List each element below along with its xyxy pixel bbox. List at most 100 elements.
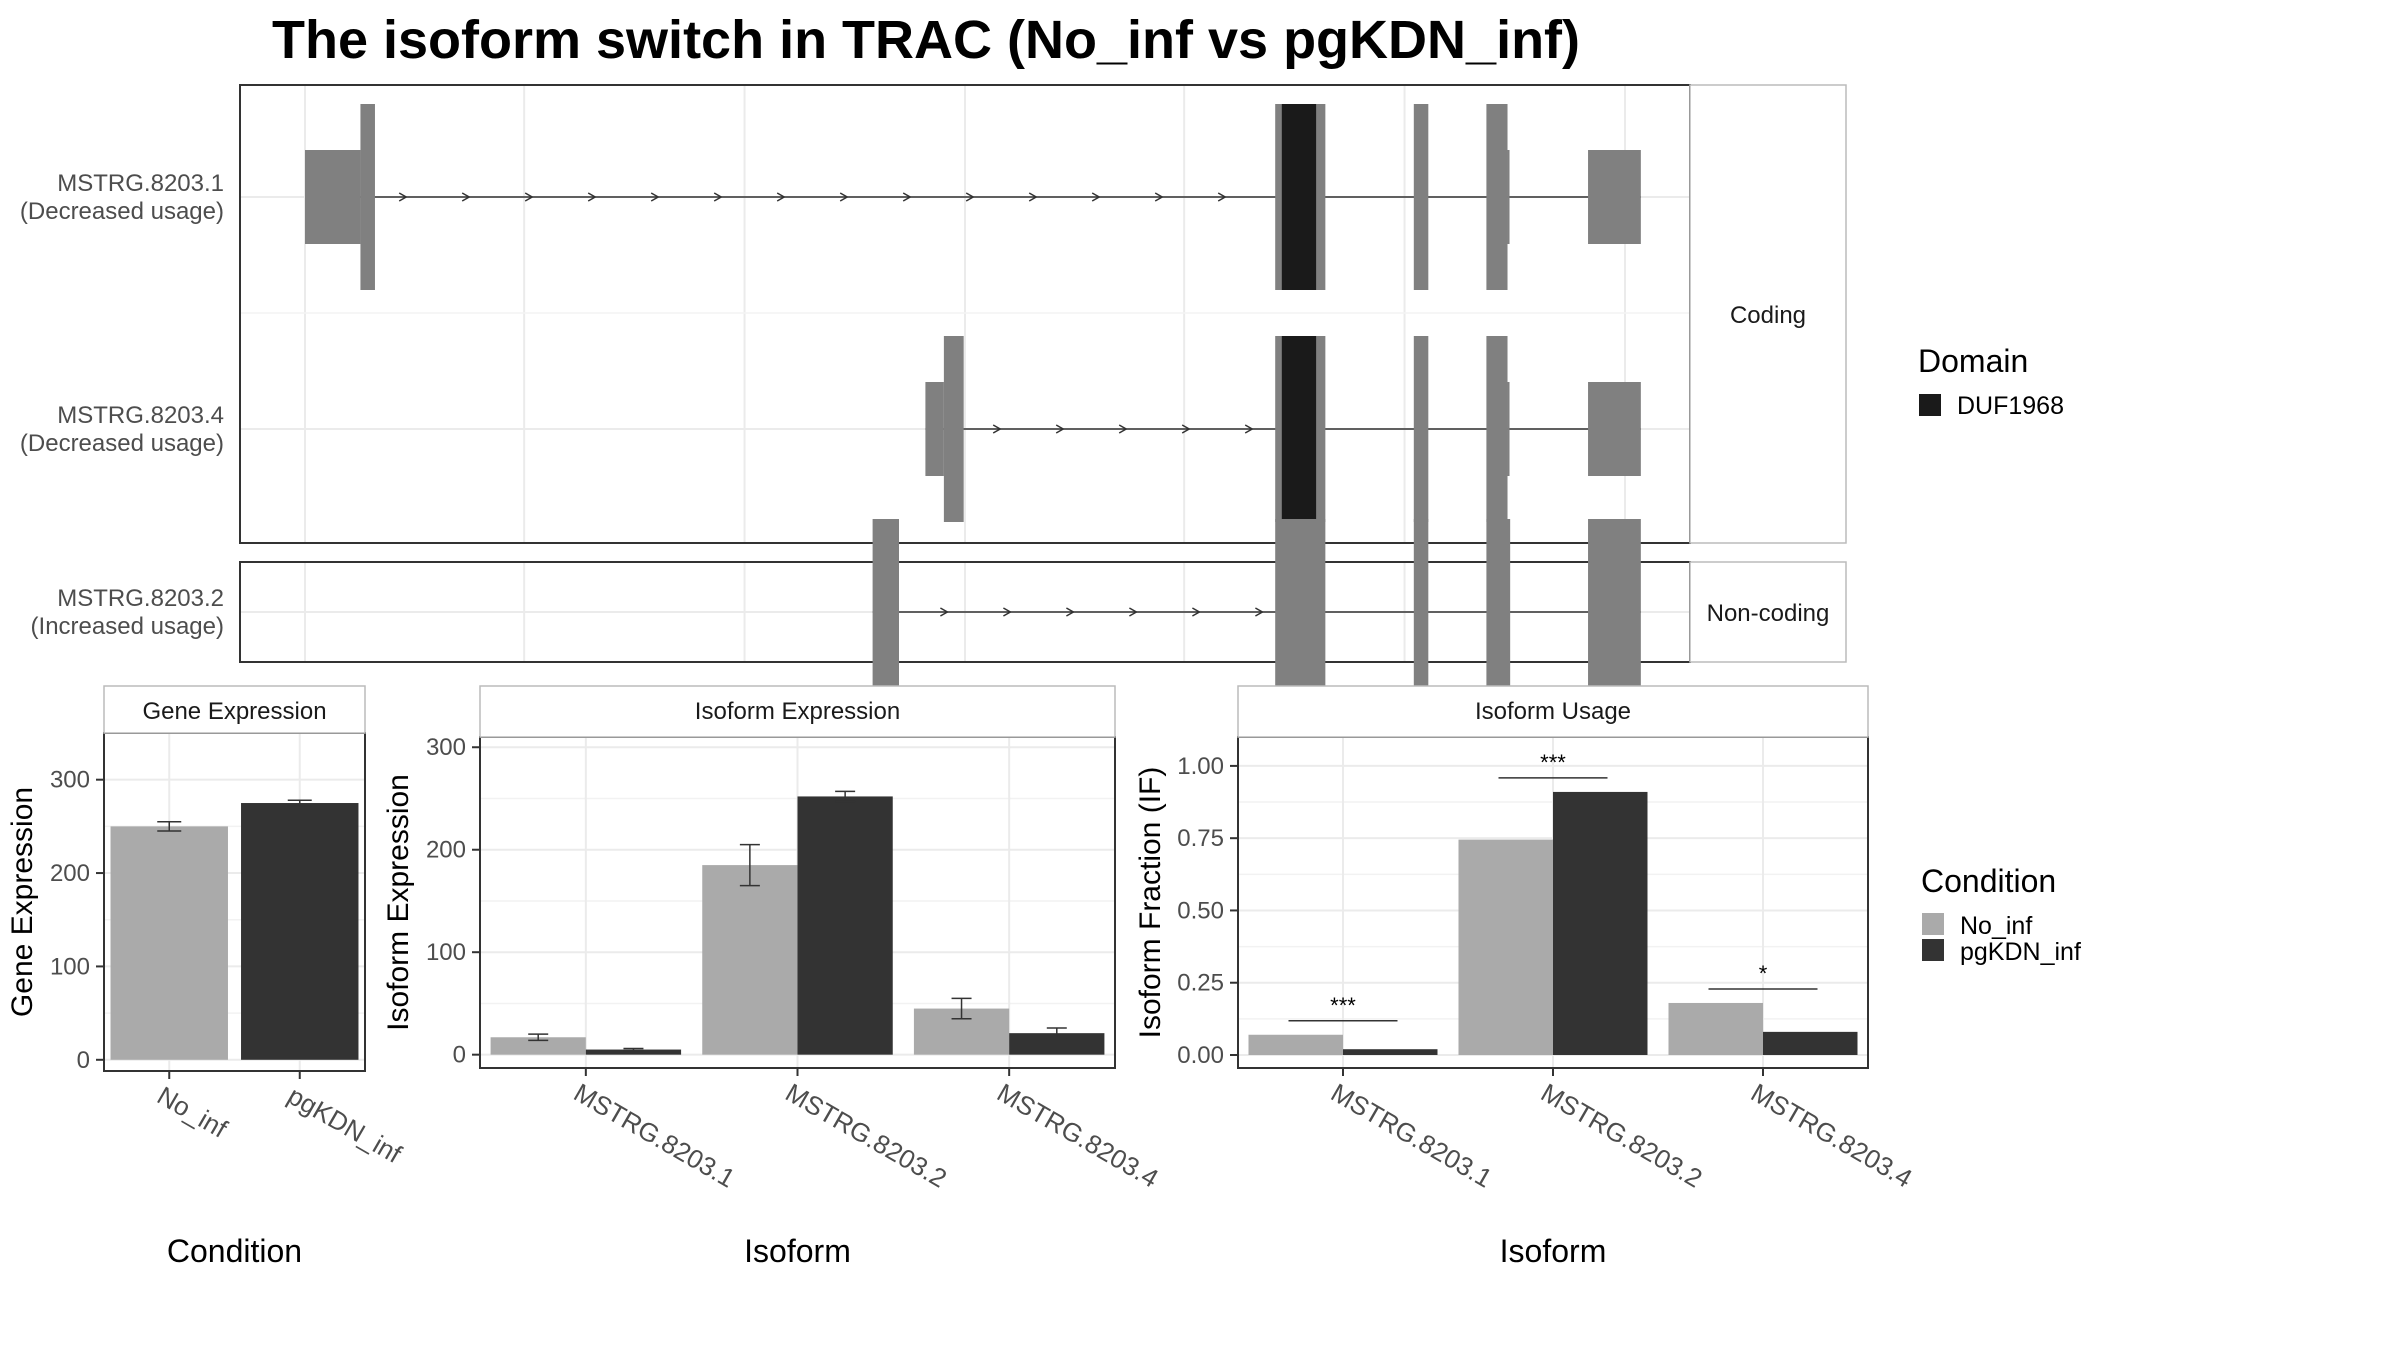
- direction-arrow: [1118, 424, 1128, 434]
- x-axis-label: Condition: [167, 1233, 302, 1269]
- y-tick-label: 0.25: [1177, 970, 1224, 997]
- bar-pgkdn_inf: [1763, 1031, 1858, 1055]
- direction-arrow: [1154, 192, 1164, 202]
- chart-3: *******Isoform Usage0.000.250.500.751.00…: [1134, 685, 1917, 1269]
- condition-legend-title: Condition: [1921, 863, 2056, 899]
- chart-2: Isoform Expression 0 100 200 300 MSTRG.8203.1…: [382, 685, 1164, 1269]
- direction-arrow: [965, 192, 975, 202]
- y-tick-label: 0.50: [1177, 897, 1224, 924]
- bar-no_inf: [702, 865, 798, 1055]
- x-tick-label: MSTRG.8203.2: [1536, 1077, 1707, 1193]
- direction-arrow: [587, 192, 597, 202]
- direction-arrow: [713, 192, 723, 202]
- domain-legend-title: Domain: [1918, 343, 2028, 379]
- condition-legend-label: pgKDN_inf: [1960, 938, 2081, 966]
- transcript-usage-label: (Increased usage): [31, 613, 224, 640]
- direction-arrow: [1066, 607, 1075, 617]
- y-tick-label: 1.00: [1177, 753, 1224, 780]
- utr-exon: [1507, 382, 1510, 476]
- y-tick-label: 300: [50, 767, 90, 794]
- direction-arrow: [650, 192, 660, 202]
- bar-pgkdn_inf: [797, 796, 893, 1055]
- coding-exon: [943, 336, 964, 522]
- x-axis-label: Isoform: [1500, 1233, 1607, 1269]
- y-tick-label: 100: [426, 939, 466, 966]
- y-axis-label: Isoform Fraction (IF): [1134, 767, 1167, 1039]
- coding-exon: [1486, 519, 1511, 705]
- chart-strip: [479, 685, 1116, 738]
- y-tick-label: 0: [453, 1042, 466, 1069]
- figure-title: The isoform switch in TRAC (No_inf vs pg…: [272, 10, 1580, 70]
- y-tick-label: 200: [50, 860, 90, 887]
- direction-arrow: [461, 192, 471, 202]
- direction-arrow: [1091, 192, 1101, 202]
- direction-arrow: [1003, 607, 1012, 617]
- y-tick-label: 0.75: [1177, 825, 1224, 852]
- coding-exon: [1413, 104, 1429, 290]
- direction-arrow: [940, 607, 949, 617]
- coding-exon: [360, 104, 375, 290]
- facet-strip-label: Non-coding: [1707, 600, 1830, 627]
- direction-arrow: [992, 424, 1002, 434]
- condition-legend-label: No_inf: [1960, 912, 2032, 940]
- coding-exon: [1413, 336, 1429, 522]
- coding-exon: [1486, 336, 1508, 522]
- y-tick-label: 0: [77, 1047, 90, 1074]
- direction-arrow: [398, 192, 408, 202]
- transcript-id-label: MSTRG.8203.4: [57, 402, 224, 429]
- bar-no_inf: [1248, 1034, 1343, 1055]
- significance-label: ***: [1540, 750, 1566, 775]
- utr-exon: [1588, 150, 1641, 244]
- y-axis-label: Gene Expression: [6, 787, 39, 1017]
- direction-arrow: [902, 192, 912, 202]
- direction-arrow: [776, 192, 786, 202]
- bar-pgkdn_inf: [585, 1049, 682, 1055]
- y-axis-label: Isoform Expression: [382, 774, 415, 1031]
- transcript-usage-label: (Decreased usage): [20, 430, 224, 457]
- bar-no_inf: [1668, 1002, 1763, 1055]
- condition-legend-key: [1922, 939, 1944, 961]
- coding-exon: [1486, 104, 1508, 290]
- chart-strip: [103, 685, 366, 734]
- x-axis-label: Isoform: [744, 1233, 851, 1269]
- bar-no_inf: [490, 1037, 586, 1055]
- utr-exon: [1588, 382, 1641, 476]
- utr-exon: [1507, 150, 1510, 244]
- coding-exon: [1275, 519, 1326, 705]
- domain-legend-label: DUF1968: [1957, 392, 2064, 420]
- x-tick-label: MSTRG.8203.1: [1326, 1077, 1497, 1193]
- transcript-id-label: MSTRG.8203.2: [57, 585, 224, 612]
- y-tick-label: 300: [426, 734, 466, 761]
- direction-arrow: [1055, 424, 1065, 434]
- direction-arrow: [1129, 607, 1138, 617]
- direction-arrow: [1028, 192, 1038, 202]
- x-tick-label: MSTRG.8203.4: [1746, 1077, 1917, 1193]
- transcript-id-label: MSTRG.8203.1: [57, 170, 224, 197]
- bar-no_inf: [1458, 839, 1553, 1055]
- direction-arrow: [1192, 607, 1201, 617]
- bar-pgkdn_inf: [1553, 791, 1648, 1055]
- chart-strip: [1237, 685, 1869, 738]
- direction-arrow: [524, 192, 534, 202]
- utr-exon: [305, 150, 361, 244]
- bar-charts-panel: Gene Expression 0 100 200 300 No_inf pgKDN_inf…: [6, 685, 1917, 1269]
- facet-strip: [1689, 84, 1847, 544]
- condition-legend-key: [1922, 913, 1944, 935]
- bar-pgkdn_inf: [1343, 1049, 1438, 1055]
- chart-title: Isoform Usage: [1475, 698, 1631, 725]
- y-tick-label: 0.00: [1177, 1042, 1224, 1069]
- chart-title: Gene Expression: [142, 698, 326, 725]
- utr-exon: [925, 382, 944, 476]
- direction-arrow: [1217, 192, 1227, 202]
- direction-arrow: [1181, 424, 1191, 434]
- x-tick-label: MSTRG.8203.1: [569, 1077, 740, 1193]
- bar-no_inf: [110, 826, 228, 1060]
- y-tick-label: 100: [50, 953, 90, 980]
- bar-pgkdn_inf: [1009, 1033, 1105, 1055]
- coding-exon: [872, 519, 899, 705]
- x-tick-label: pgKDN_inf: [283, 1080, 408, 1169]
- chart-1: Gene Expression 0 100 200 300 No_inf pgKDN_inf…: [6, 685, 408, 1269]
